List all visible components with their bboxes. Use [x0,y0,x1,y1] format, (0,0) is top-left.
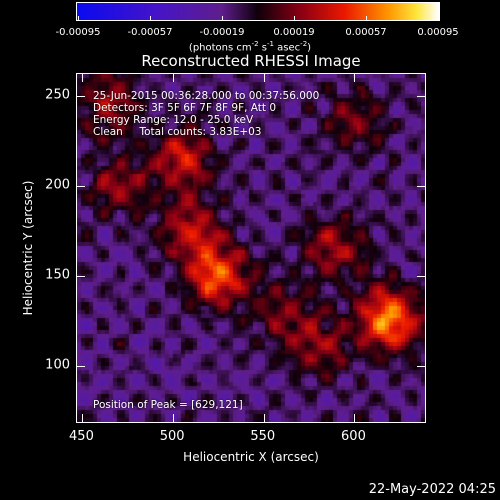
y-tick-mark [417,276,425,278]
y-tick-mark [77,366,85,368]
y-tick-label: 150 [45,267,70,283]
x-tick-mark [354,414,356,422]
x-tick-mark [263,74,265,82]
time-range-annotation: 25-Jun-2015 00:36:28.000 to 00:37:56.000 [93,90,320,102]
chart-title: Reconstructed RHESSI Image [141,52,361,70]
date-stamp: 22-May-2022 04:25 [368,482,496,497]
x-tick-label: 600 [341,429,366,444]
x-tick-mark [173,414,175,422]
x-tick-label: 450 [69,429,94,444]
colorbar-tick-mark [438,16,439,21]
x-tick-label: 550 [250,429,276,444]
colorbar-tick-label: -0.00019 [199,27,245,38]
colorbar-tick-mark [366,16,367,21]
colorbar-tick-mark [150,16,151,21]
x-tick-mark [82,414,84,422]
peak-annotation: Position of Peak = [629,121] [93,399,243,411]
colorbar-units: (photons cm-2 s-1 asec-2) [188,40,312,54]
y-tick-mark [77,276,85,278]
colorbar-tick-label: -0.00095 [55,27,101,38]
heatmap-image [77,74,425,422]
y-tick-mark [77,95,85,97]
colorbar-tick-mark [78,16,79,21]
x-tick-mark [354,74,356,82]
y-tick-label: 250 [45,87,70,103]
colorbar-tick-label: 0.00057 [345,27,387,38]
colorbar [76,2,440,21]
colorbar-tick-label: 0.00095 [417,27,459,38]
y-tick-label: 200 [45,177,70,193]
y-tick-mark [417,185,425,187]
colorbar-tick-label: -0.00057 [127,27,173,38]
energy-annotation: Energy Range: 12.0 - 25.0 keV [93,114,254,126]
colorbar-tick-mark [222,16,223,21]
y-tick-mark [417,366,425,368]
y-tick-mark [417,95,425,97]
x-axis-label: Heliocentric X (arcsec) [183,450,319,464]
plot-area: 25-Jun-2015 00:36:28.000 to 00:37:56.000… [76,73,426,423]
y-axis-label: Heliocentric Y (arcsec) [21,180,35,316]
colorbar-tick-label: 0.00019 [273,27,315,38]
x-tick-mark [173,74,175,82]
y-tick-label: 100 [45,357,70,373]
colorbar-tick-mark [294,16,295,21]
y-tick-mark [77,185,85,187]
clean-annotation: Clean Total counts: 3.83E+03 [93,126,262,138]
x-tick-label: 500 [159,429,185,444]
x-tick-mark [82,74,84,82]
detectors-annotation: Detectors: 3F 5F 6F 7F 8F 9F, Att 0 [93,102,277,114]
x-tick-mark [263,414,265,422]
